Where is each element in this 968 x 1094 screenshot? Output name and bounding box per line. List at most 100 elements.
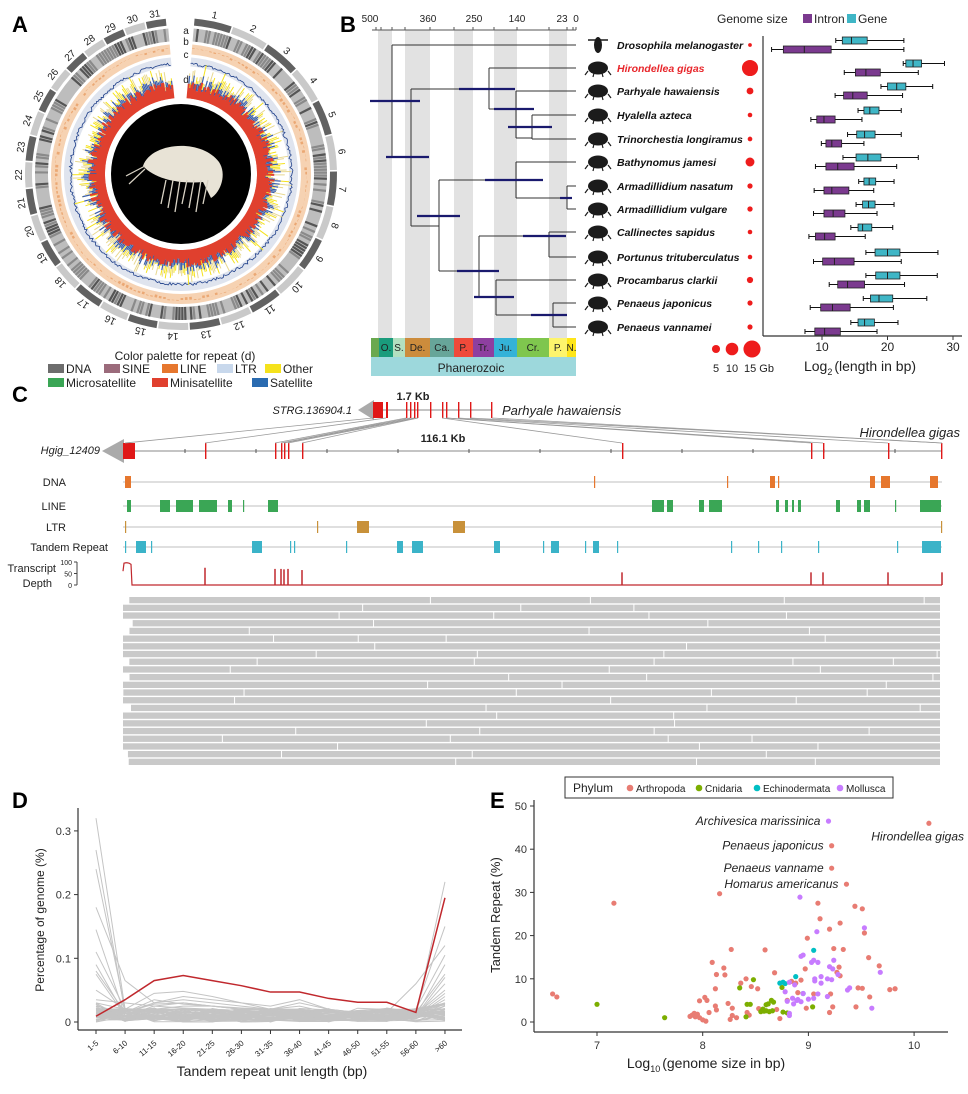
genome-size-legend-label: Genome size [717, 12, 788, 26]
x-tick-label: 6-10 [111, 1038, 129, 1056]
satellite-bar [267, 207, 271, 210]
point-arthropoda [859, 985, 865, 991]
minisatellite-bar [256, 162, 266, 167]
aligned-read [886, 681, 940, 688]
minisatellite-bar [158, 247, 165, 265]
track-label: b [183, 37, 189, 48]
other-repeat-bar [163, 72, 167, 83]
satellite-bar [120, 99, 124, 104]
satellite-bar [157, 260, 160, 267]
minisatellite-bar [243, 124, 255, 133]
track-label: LINE [42, 501, 66, 513]
point-arthropoda [717, 891, 723, 897]
track-a-bin [130, 36, 138, 50]
chromosome-ideogram [103, 29, 126, 45]
satellite-bar [208, 254, 212, 261]
repeat-feature-line [895, 500, 897, 512]
satellite-bar [216, 258, 220, 264]
other-repeat-bar [259, 117, 266, 123]
minisatellite-bar [95, 185, 107, 190]
aligned-read [430, 597, 590, 604]
geologic-period [549, 338, 567, 357]
chromosome-label: 3 [281, 46, 293, 58]
period-label: N. [567, 343, 577, 354]
top-gene-exon [442, 402, 444, 418]
track-b-bin [262, 78, 266, 82]
other-repeat-bar [96, 120, 104, 127]
other-repeat-bar [235, 248, 242, 256]
satellite-bar [102, 220, 106, 224]
track-b-bin [202, 295, 206, 299]
aligned-read [699, 743, 818, 750]
satellite-bar [230, 243, 236, 250]
minisatellite-bar [250, 203, 265, 212]
other-repeat-bar [257, 223, 260, 225]
other-repeat-bar [149, 70, 153, 78]
other-repeat-bar [197, 81, 199, 85]
minisatellite-bar [192, 84, 198, 100]
track-b-bin [163, 296, 166, 300]
minisatellite-bar [116, 106, 130, 120]
silhouette-legs [584, 259, 612, 267]
genome-size-dot [747, 324, 753, 330]
track-b-bin [106, 275, 109, 278]
other-repeat-bar [158, 70, 161, 78]
other-repeat-bar [105, 123, 109, 126]
minisatellite-bar [99, 206, 114, 216]
track-b-bin [62, 216, 65, 220]
other-repeat-bar [231, 250, 238, 259]
minisatellite-bar [96, 179, 106, 183]
other-repeat-bar [255, 228, 258, 231]
other-repeat-bar [269, 164, 281, 167]
satellite-bar [159, 81, 162, 87]
track-b-bin [291, 112, 293, 116]
background-series-line [95, 818, 446, 1017]
species-annotation: Penaeus japonicus [722, 839, 823, 853]
track-a-bin [105, 47, 115, 60]
other-repeat-bar [215, 82, 221, 93]
legend-dot-mollusca [836, 784, 844, 792]
minisatellite-bar [129, 100, 139, 113]
track-a-bin [50, 106, 64, 115]
intron-box [837, 280, 865, 289]
satellite-bar [133, 92, 138, 99]
satellite-bar [233, 98, 239, 105]
track-a-bin [57, 245, 70, 255]
chromosome-ideogram [291, 69, 318, 103]
minisatellite-bar [118, 226, 128, 236]
minisatellite-bar [130, 104, 138, 113]
other-repeat-bar [271, 154, 278, 157]
track-b-bin [270, 84, 273, 87]
other-repeat-bar [216, 267, 220, 274]
repeat-feature-line [785, 500, 788, 512]
minisatellite-bar [92, 178, 106, 182]
point-mollusca [824, 976, 831, 982]
other-repeat-bar [135, 264, 140, 272]
minisatellite-bar [149, 245, 157, 261]
satellite-bar [142, 90, 145, 95]
other-repeat-bar [221, 258, 224, 263]
minisatellite-bar [143, 93, 151, 106]
track-a-bin [206, 304, 211, 318]
minisatellite-bar [97, 186, 107, 191]
track-b-bin [119, 62, 123, 64]
satellite-bar [155, 80, 159, 86]
track-b-bin [158, 295, 162, 299]
track-b-bin [303, 202, 304, 205]
satellite-bar [145, 254, 148, 257]
track-b-bin [78, 247, 81, 250]
repeat-feature-line [199, 500, 217, 512]
minisatellite-bar [254, 191, 266, 197]
other-repeat-bar [197, 266, 200, 271]
minisatellite-bar [99, 210, 116, 221]
other-repeat-bar [242, 113, 245, 116]
minisatellite-bar [244, 214, 258, 225]
satellite-bar [265, 209, 273, 214]
track-b-bin [59, 138, 62, 142]
other-repeat-bar [209, 72, 214, 83]
other-repeat-bar [138, 78, 143, 87]
genome-size-legend-dot [743, 340, 761, 358]
repeat-feature-line [268, 500, 278, 512]
species-silhouette-icon [584, 296, 612, 313]
top-gene-exon [406, 402, 408, 418]
